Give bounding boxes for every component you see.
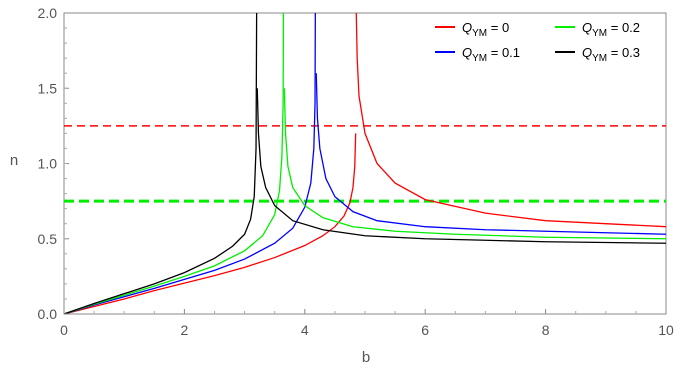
legend-label: QYM = 0.3 — [582, 45, 640, 64]
series-line-1-right — [315, 73, 666, 235]
x-tick-label: 2 — [181, 322, 189, 338]
y-axis-ticks: 0.0 0.5 1.0 1.5 2.0 — [38, 5, 69, 322]
reference-lines — [64, 125, 666, 203]
x-tick-label: 4 — [301, 322, 309, 338]
series-lines — [64, 13, 666, 314]
series-line-2-left — [64, 13, 285, 314]
series-line-1-left — [64, 13, 316, 314]
series-line-3-right — [256, 88, 666, 244]
legend-label: QYM = 0 — [462, 20, 509, 39]
legend-item: QYM = 0 — [435, 20, 509, 39]
x-tick-label: 8 — [542, 322, 550, 338]
series-line-3-left — [64, 13, 258, 314]
y-tick-label: 0.5 — [38, 231, 58, 247]
series-line-0-right — [355, 13, 666, 228]
x-tick-label: 6 — [421, 322, 429, 338]
series-line-2-right — [283, 88, 666, 240]
legend-label: QYM = 0.1 — [462, 45, 520, 64]
legend-item: QYM = 0.2 — [555, 20, 640, 39]
x-tick-label: 0 — [60, 322, 68, 338]
y-tick-label: 1.5 — [38, 80, 58, 96]
x-tick-label: 10 — [658, 322, 674, 338]
y-tick-label: 1.0 — [38, 156, 58, 172]
y-axis-title: n — [10, 152, 18, 169]
series-line-0-left — [64, 133, 357, 314]
x-axis-title: b — [362, 349, 370, 366]
x-axis-ticks: 0 2 4 6 8 10 — [60, 309, 674, 338]
plot-border — [63, 12, 667, 315]
legend-item: QYM = 0.1 — [435, 45, 520, 64]
legend: QYM = 0 QYM = 0.1 QYM = 0.2 QYM = 0.3 — [435, 20, 640, 64]
legend-label: QYM = 0.2 — [582, 20, 640, 39]
y-tick-label: 0.0 — [38, 306, 58, 322]
plot-frame — [63, 12, 667, 315]
legend-item: QYM = 0.3 — [555, 45, 640, 64]
y-tick-label: 2.0 — [38, 5, 58, 21]
